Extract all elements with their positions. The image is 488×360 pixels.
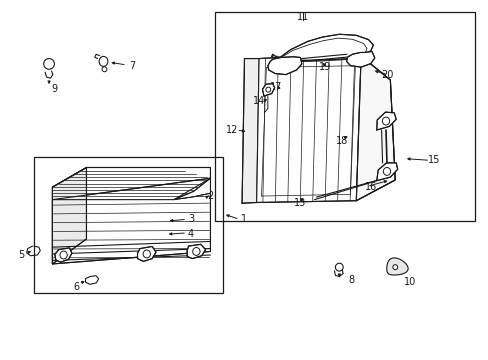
Text: 11: 11	[296, 13, 308, 22]
Polygon shape	[376, 163, 397, 181]
Polygon shape	[256, 53, 361, 203]
Text: 1: 1	[241, 214, 247, 224]
Ellipse shape	[99, 57, 108, 66]
Text: 15: 15	[427, 156, 439, 165]
Ellipse shape	[335, 263, 343, 271]
Ellipse shape	[102, 67, 107, 72]
Polygon shape	[55, 248, 72, 262]
Polygon shape	[52, 178, 210, 264]
Ellipse shape	[383, 167, 390, 175]
Text: 2: 2	[207, 191, 213, 201]
Ellipse shape	[382, 117, 389, 125]
Polygon shape	[271, 34, 372, 60]
Ellipse shape	[192, 248, 200, 255]
Text: 16: 16	[364, 182, 376, 192]
Polygon shape	[376, 112, 395, 130]
Text: 6: 6	[74, 282, 80, 292]
Text: 14: 14	[252, 96, 264, 107]
Polygon shape	[187, 244, 205, 258]
Polygon shape	[137, 247, 156, 261]
Text: 10: 10	[403, 277, 415, 287]
Text: 7: 7	[129, 61, 136, 71]
Polygon shape	[262, 84, 274, 96]
Text: 18: 18	[335, 136, 347, 146]
Text: 19: 19	[318, 63, 330, 72]
Text: 8: 8	[347, 275, 354, 285]
Text: 13: 13	[294, 198, 306, 208]
Text: 12: 12	[225, 125, 238, 135]
Ellipse shape	[43, 59, 54, 69]
Text: 9: 9	[52, 84, 58, 94]
Text: 3: 3	[187, 214, 194, 224]
Ellipse shape	[60, 251, 67, 259]
Ellipse shape	[265, 87, 270, 92]
Text: 20: 20	[381, 69, 393, 80]
Ellipse shape	[143, 250, 150, 258]
Text: 4: 4	[187, 229, 194, 239]
Text: 17: 17	[269, 82, 282, 92]
Bar	[34, 157, 222, 293]
Polygon shape	[267, 57, 301, 75]
Text: 5: 5	[18, 250, 24, 260]
Polygon shape	[174, 178, 210, 200]
Bar	[215, 12, 474, 221]
Polygon shape	[242, 59, 259, 203]
Polygon shape	[52, 167, 86, 264]
Polygon shape	[386, 258, 407, 275]
Ellipse shape	[392, 265, 397, 270]
Polygon shape	[52, 167, 210, 200]
Polygon shape	[346, 51, 374, 67]
Polygon shape	[356, 53, 394, 201]
